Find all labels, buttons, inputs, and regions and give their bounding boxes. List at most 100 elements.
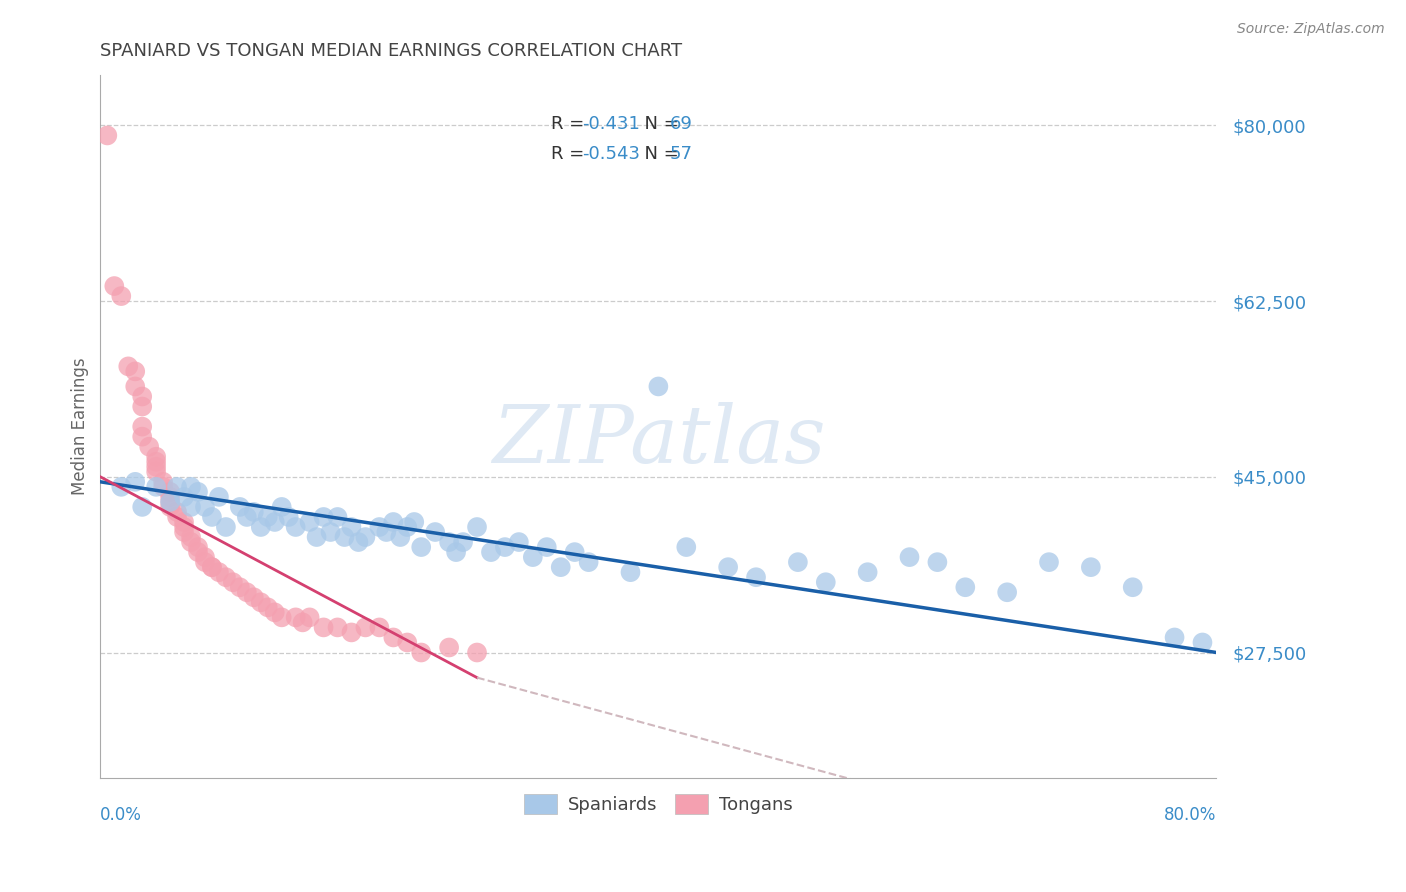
- Point: [619, 565, 641, 579]
- Legend: Spaniards, Tongans: Spaniards, Tongans: [517, 787, 800, 822]
- Point: [194, 555, 217, 569]
- Point: [745, 570, 768, 584]
- Point: [145, 480, 167, 494]
- Point: [368, 620, 391, 634]
- Point: [96, 128, 118, 143]
- Point: [166, 480, 188, 494]
- Point: [404, 515, 426, 529]
- Point: [284, 610, 307, 624]
- Text: N =: N =: [633, 145, 685, 163]
- Text: 0.0%: 0.0%: [100, 806, 142, 824]
- Point: [263, 515, 285, 529]
- Point: [236, 585, 259, 599]
- Point: [180, 530, 202, 544]
- Point: [354, 530, 377, 544]
- Point: [354, 620, 377, 634]
- Point: [270, 500, 292, 514]
- Point: [138, 440, 160, 454]
- Point: [550, 560, 572, 574]
- Point: [396, 520, 419, 534]
- Point: [263, 605, 285, 619]
- Point: [326, 620, 349, 634]
- Point: [291, 615, 314, 630]
- Text: R =: R =: [551, 115, 591, 134]
- Point: [578, 555, 600, 569]
- Point: [215, 570, 238, 584]
- Point: [110, 480, 132, 494]
- Point: [319, 524, 342, 539]
- Point: [465, 646, 488, 660]
- Point: [166, 510, 188, 524]
- Point: [284, 520, 307, 534]
- Point: [256, 600, 278, 615]
- Point: [131, 419, 153, 434]
- Point: [236, 510, 259, 524]
- Point: [173, 520, 195, 534]
- Point: [229, 500, 252, 514]
- Point: [298, 610, 321, 624]
- Point: [180, 480, 202, 494]
- Point: [411, 646, 433, 660]
- Point: [159, 495, 181, 509]
- Point: [145, 455, 167, 469]
- Point: [396, 635, 419, 649]
- Point: [159, 495, 181, 509]
- Point: [222, 575, 245, 590]
- Point: [1163, 631, 1185, 645]
- Point: [124, 364, 146, 378]
- Point: [927, 555, 949, 569]
- Point: [564, 545, 586, 559]
- Point: [340, 520, 363, 534]
- Point: [1038, 555, 1060, 569]
- Point: [717, 560, 740, 574]
- Point: [675, 540, 697, 554]
- Point: [955, 580, 977, 594]
- Point: [522, 550, 544, 565]
- Point: [243, 591, 266, 605]
- Point: [229, 580, 252, 594]
- Point: [124, 379, 146, 393]
- Point: [382, 631, 405, 645]
- Point: [194, 500, 217, 514]
- Point: [243, 505, 266, 519]
- Point: [494, 540, 516, 554]
- Point: [898, 550, 921, 565]
- Point: [347, 535, 370, 549]
- Point: [995, 585, 1018, 599]
- Point: [479, 545, 502, 559]
- Point: [215, 520, 238, 534]
- Point: [145, 450, 167, 464]
- Point: [152, 475, 174, 489]
- Point: [333, 530, 356, 544]
- Point: [173, 515, 195, 529]
- Point: [159, 484, 181, 499]
- Point: [425, 524, 447, 539]
- Point: [131, 430, 153, 444]
- Point: [131, 500, 153, 514]
- Point: [1080, 560, 1102, 574]
- Point: [647, 379, 669, 393]
- Point: [536, 540, 558, 554]
- Point: [508, 535, 530, 549]
- Point: [124, 475, 146, 489]
- Point: [256, 510, 278, 524]
- Point: [180, 500, 202, 514]
- Point: [312, 620, 335, 634]
- Point: [368, 520, 391, 534]
- Text: R =: R =: [551, 145, 591, 163]
- Point: [1191, 635, 1213, 649]
- Point: [194, 550, 217, 565]
- Point: [277, 510, 299, 524]
- Point: [382, 515, 405, 529]
- Text: N =: N =: [633, 115, 685, 134]
- Point: [187, 540, 209, 554]
- Point: [110, 289, 132, 303]
- Point: [159, 490, 181, 504]
- Point: [270, 610, 292, 624]
- Text: 57: 57: [669, 145, 693, 163]
- Point: [201, 510, 224, 524]
- Point: [786, 555, 808, 569]
- Point: [444, 545, 467, 559]
- Point: [411, 540, 433, 554]
- Text: -0.543: -0.543: [582, 145, 641, 163]
